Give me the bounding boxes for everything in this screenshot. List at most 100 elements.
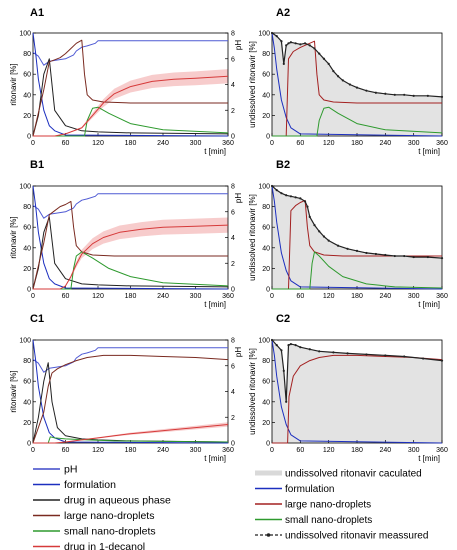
- x-tick-label: 60: [62, 447, 70, 454]
- measured-point: [393, 254, 396, 258]
- measured-point: [308, 44, 311, 47]
- measured-point: [285, 400, 288, 403]
- x-tick-label: 120: [323, 140, 335, 147]
- y-axis-label: ritonavir [%]: [9, 216, 18, 258]
- x-tick-label: 0: [270, 447, 274, 454]
- measured-point: [275, 344, 278, 347]
- series-drug-in-aqueous-phase: [32, 362, 229, 444]
- y-tick-label: 80: [23, 51, 31, 58]
- series-small-nano-droplets: [33, 106, 229, 137]
- measured-point: [285, 194, 288, 197]
- y-tick-label: 80: [23, 204, 31, 211]
- decanol-band: [33, 69, 228, 136]
- x-tick-label: 120: [323, 293, 335, 300]
- measured-point: [280, 349, 283, 352]
- y-tick-label: 100: [19, 184, 31, 191]
- series-drug-in-aqueous-phase: [32, 216, 229, 290]
- measured-point: [346, 247, 349, 250]
- x-tick-label: 360: [436, 293, 448, 300]
- measured-point: [327, 62, 330, 65]
- measured-point: [275, 189, 278, 192]
- measured-point: [303, 42, 307, 45]
- x-tick-label: 120: [323, 447, 335, 454]
- legend-label: small nano-droplets: [285, 515, 372, 526]
- x-tick-label: 120: [92, 447, 104, 454]
- y-tick-label: 100: [258, 31, 270, 38]
- y2-tick-label: 8: [231, 31, 235, 38]
- legend-right: undissolved ritonavir caculated formulati…: [255, 469, 428, 542]
- y-tick-label: 20: [262, 113, 270, 120]
- y2-tick-label: 2: [231, 108, 235, 115]
- legend-label: small nano-droplets: [64, 526, 156, 538]
- series-ph: [32, 347, 228, 373]
- measured-point: [318, 230, 321, 233]
- y-tick-label: 60: [23, 72, 31, 79]
- series-large-nano-droplets: [32, 200, 228, 290]
- decanol-band: [33, 422, 228, 443]
- y2-tick-label: 4: [231, 235, 235, 242]
- series-drug-in-aqueous-phase: [32, 58, 229, 137]
- measured-point: [384, 253, 387, 257]
- measured-point: [313, 224, 316, 227]
- measured-point: [365, 251, 368, 255]
- measured-point: [280, 192, 283, 195]
- measured-point: [374, 252, 377, 256]
- x-axis-label: t [min]: [418, 300, 440, 309]
- y2-tick-label: 4: [231, 82, 235, 89]
- y-tick-label: 0: [27, 287, 31, 294]
- y-tick-label: 40: [23, 399, 31, 406]
- measured-point: [282, 369, 285, 372]
- measured-point: [280, 40, 283, 43]
- legend-item: large nano-droplets: [255, 500, 371, 511]
- y-tick-label: 80: [262, 51, 270, 58]
- measured-point: [365, 89, 368, 92]
- measured-point: [289, 41, 292, 44]
- legend-item: large nano-droplets: [33, 510, 154, 522]
- measured-point: [287, 42, 290, 45]
- panel-label: A2: [276, 7, 290, 19]
- legend-item: drug in aqueous phase: [33, 495, 171, 507]
- measured-point: [332, 70, 335, 73]
- measured-point: [355, 249, 359, 252]
- y2-tick-label: 6: [231, 363, 235, 370]
- measured-point: [384, 92, 387, 95]
- legend-left: pH formulation drug in aqueous phase large …: [33, 464, 171, 550]
- legend-label: drug in 1-decanol: [64, 541, 145, 550]
- x-tick-label: 180: [351, 447, 363, 454]
- measured-point: [412, 94, 415, 97]
- measured-point: [440, 359, 444, 362]
- x-tick-label: 360: [222, 140, 234, 147]
- y-tick-label: 40: [23, 245, 31, 252]
- y-tick-label: 100: [19, 31, 31, 38]
- undissolved-area: [272, 186, 442, 289]
- series-small-nano-droplets: [33, 436, 229, 444]
- measured-point: [346, 352, 349, 355]
- x-tick-label: 60: [62, 293, 70, 300]
- y-tick-label: 100: [258, 184, 270, 191]
- measured-point: [285, 44, 288, 47]
- panel-label: C1: [30, 313, 44, 325]
- series-formulation: [271, 185, 443, 290]
- x-tick-label: 300: [190, 140, 202, 147]
- y-tick-label: 0: [266, 134, 270, 141]
- measured-point: [393, 93, 396, 96]
- panel-label: A1: [30, 7, 44, 19]
- x-tick-label: 360: [222, 447, 234, 454]
- y2-tick-label: 8: [231, 184, 235, 191]
- decanol-band: [33, 217, 228, 289]
- measured-point: [294, 196, 297, 199]
- y-axis-label: ritonavir [%]: [9, 370, 18, 412]
- series-large-nano-droplets: [32, 354, 229, 444]
- x-tick-label: 60: [296, 140, 304, 147]
- legend-item: formulation: [255, 484, 334, 495]
- y-tick-label: 60: [23, 225, 31, 232]
- y2-tick-label: 2: [231, 415, 235, 422]
- y-tick-label: 80: [262, 204, 270, 211]
- undissolved-area: [272, 33, 442, 136]
- y2-tick-label: 8: [231, 338, 235, 345]
- legend-label: formulation: [64, 479, 116, 491]
